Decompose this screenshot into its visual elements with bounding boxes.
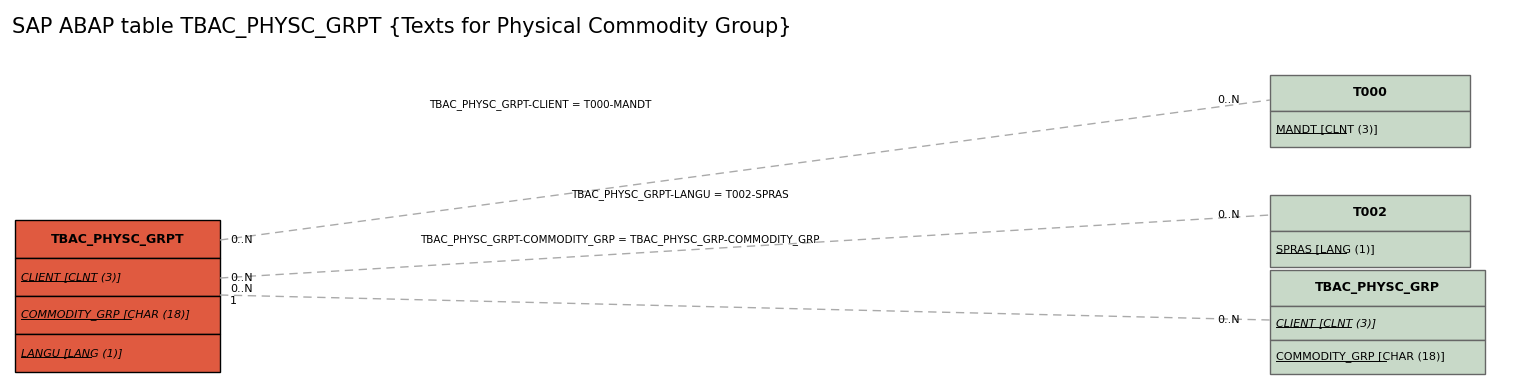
Text: TBAC_PHYSC_GRPT-COMMODITY_GRP = TBAC_PHYSC_GRP-COMMODITY_GRP: TBAC_PHYSC_GRPT-COMMODITY_GRP = TBAC_PHY… <box>421 234 820 245</box>
Bar <box>1270 231 1470 267</box>
Bar <box>15 258 220 296</box>
Text: 0..N: 0..N <box>1217 315 1240 325</box>
Bar <box>1270 111 1470 147</box>
Text: 0..N: 0..N <box>1217 210 1240 220</box>
Bar <box>1270 340 1485 374</box>
Text: SAP ABAP table TBAC_PHYSC_GRPT {Texts for Physical Commodity Group}: SAP ABAP table TBAC_PHYSC_GRPT {Texts fo… <box>12 17 791 38</box>
Text: SPRAS [LANG (1)]: SPRAS [LANG (1)] <box>1276 244 1374 254</box>
Text: 0..N: 0..N <box>230 235 253 245</box>
Text: CLIENT [CLNT (3)]: CLIENT [CLNT (3)] <box>21 272 120 282</box>
Text: MANDT [CLNT (3)]: MANDT [CLNT (3)] <box>1276 124 1377 134</box>
Bar <box>15 220 220 258</box>
Text: TBAC_PHYSC_GRP: TBAC_PHYSC_GRP <box>1315 282 1440 294</box>
Bar <box>1270 306 1485 340</box>
Text: COMMODITY_GRP [CHAR (18)]: COMMODITY_GRP [CHAR (18)] <box>1276 351 1444 362</box>
Text: TBAC_PHYSC_GRPT-LANGU = T002-SPRAS: TBAC_PHYSC_GRPT-LANGU = T002-SPRAS <box>572 190 788 201</box>
Text: T002: T002 <box>1353 207 1388 219</box>
Bar <box>15 296 220 334</box>
Text: CLIENT [CLNT (3)]: CLIENT [CLNT (3)] <box>1276 318 1376 328</box>
Text: COMMODITY_GRP [CHAR (18)]: COMMODITY_GRP [CHAR (18)] <box>21 310 191 320</box>
Bar <box>1270 270 1485 306</box>
Text: T000: T000 <box>1353 86 1388 100</box>
Bar <box>15 334 220 372</box>
Text: TBAC_PHYSC_GRPT: TBAC_PHYSC_GRPT <box>50 233 185 245</box>
Text: TBAC_PHYSC_GRPT-CLIENT = T000-MANDT: TBAC_PHYSC_GRPT-CLIENT = T000-MANDT <box>429 100 651 110</box>
Text: LANGU [LANG (1)]: LANGU [LANG (1)] <box>21 348 122 358</box>
Text: 0..N: 0..N <box>1217 95 1240 105</box>
Bar <box>1270 195 1470 231</box>
Bar <box>1270 75 1470 111</box>
Text: 0..N: 0..N <box>230 273 253 283</box>
Text: 0..N
1: 0..N 1 <box>230 284 253 306</box>
